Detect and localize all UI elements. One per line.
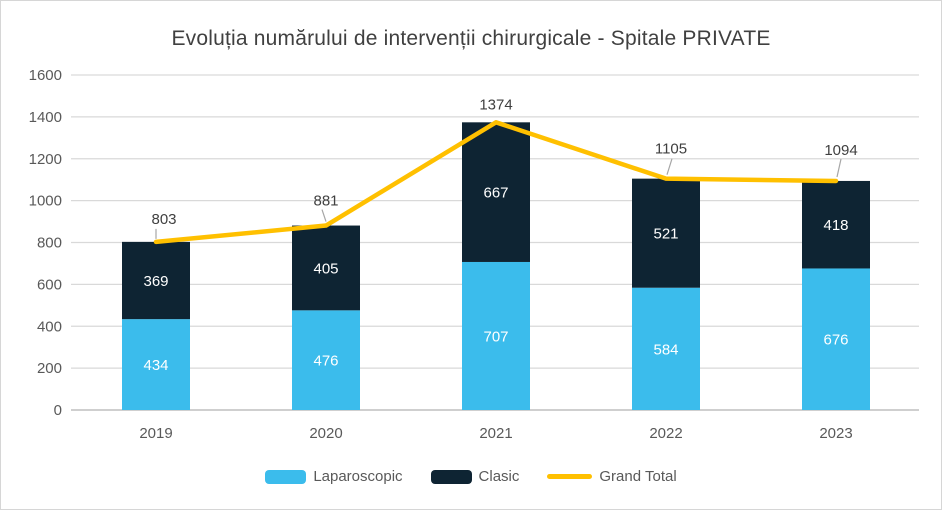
- x-axis-category-label: 2022: [649, 425, 682, 442]
- legend-label-grand-total: Grand Total: [599, 468, 677, 485]
- bar-segment-clasic: [802, 180, 870, 269]
- x-axis-category-label: 2019: [139, 425, 172, 442]
- y-axis-tick-label: 400: [37, 318, 62, 335]
- y-axis-tick-label: 0: [54, 402, 62, 419]
- bar-value-label: 434: [143, 357, 168, 374]
- total-label-leader-line: [666, 158, 673, 175]
- grand-total-value-label: 1094: [824, 142, 857, 159]
- legend-item-clasic: Clasic: [430, 468, 520, 485]
- bar-segment-clasic: [122, 241, 190, 320]
- grand-total-value-label: 881: [313, 193, 338, 210]
- bar-segment-laparoscopic: [462, 261, 530, 410]
- y-axis-tick-label: 600: [37, 276, 62, 293]
- bar-segment-clasic: [292, 225, 360, 311]
- bar-segment-laparoscopic: [632, 287, 700, 410]
- x-axis-category-label: 2023: [819, 425, 852, 442]
- bar-segment-clasic: [632, 178, 700, 288]
- total-label-leader-line: [836, 158, 842, 178]
- legend-label-laparoscopic: Laparoscopic: [313, 468, 403, 485]
- total-label-leader-line: [321, 209, 327, 222]
- chart-legend: Laparoscopic Clasic Grand Total: [1, 468, 941, 485]
- x-axis-category-label: 2021: [479, 425, 512, 442]
- y-axis-tick-label: 1000: [29, 193, 62, 210]
- clasic-swatch-icon: [430, 469, 472, 484]
- y-axis-tick-label: 1400: [29, 109, 62, 126]
- bar-value-label: 707: [483, 328, 508, 345]
- bar-segment-laparoscopic: [802, 268, 870, 410]
- grand-total-swatch-icon: [547, 474, 593, 479]
- bar-value-label: 405: [313, 260, 338, 277]
- y-axis-tick-label: 1200: [29, 151, 62, 168]
- bar-value-label: 418: [823, 217, 848, 234]
- bar-value-label: 676: [823, 332, 848, 349]
- legend-item-laparoscopic: Laparoscopic: [265, 468, 403, 485]
- y-axis-tick-label: 200: [37, 360, 62, 377]
- bar-segment-laparoscopic: [122, 319, 190, 410]
- y-axis-tick-label: 800: [37, 235, 62, 252]
- grand-total-line: [153, 120, 839, 245]
- bar-value-label: 667: [483, 185, 508, 202]
- grand-total-value-label: 803: [151, 211, 176, 228]
- bar-segment-clasic: [462, 122, 530, 262]
- bar-value-label: 521: [653, 226, 678, 243]
- bar-value-label: 369: [143, 273, 168, 290]
- bar-value-label: 584: [653, 341, 678, 358]
- legend-label-clasic: Clasic: [478, 468, 520, 485]
- x-axis-category-label: 2020: [309, 425, 342, 442]
- grand-total-value-label: 1105: [655, 141, 687, 158]
- grand-total-value-label: 1374: [479, 96, 512, 113]
- bar-segment-laparoscopic: [292, 310, 360, 410]
- laparoscopic-swatch-icon: [265, 469, 307, 484]
- y-axis-tick-label: 1600: [29, 67, 62, 84]
- legend-item-grand-total: Grand Total: [547, 468, 677, 485]
- bar-value-label: 476: [313, 353, 338, 370]
- chart-title: Evoluția numărului de intervenții chirur…: [171, 27, 771, 50]
